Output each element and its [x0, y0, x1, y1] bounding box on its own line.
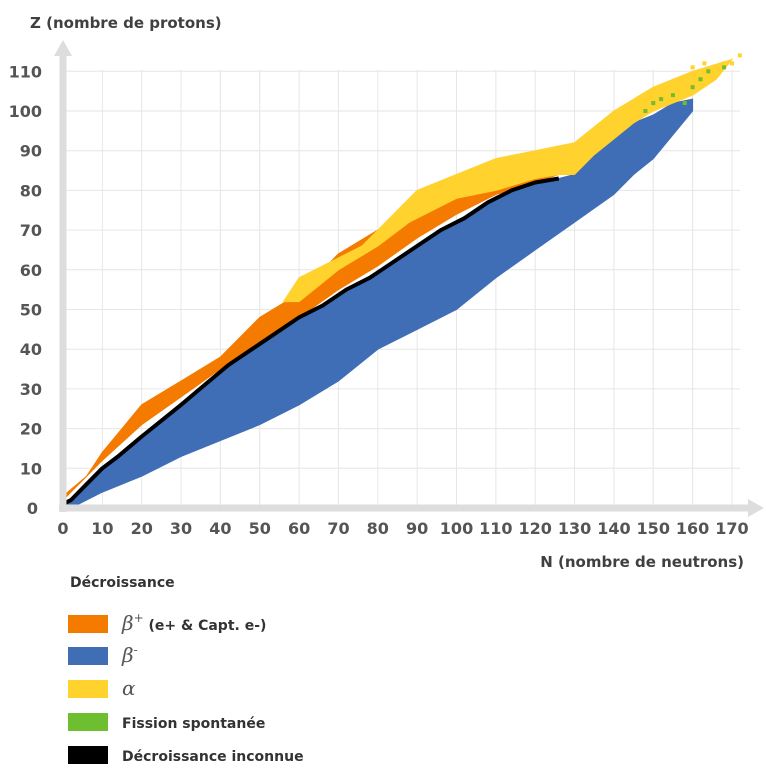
cell-fission-1 — [651, 101, 656, 106]
x-tick-label-170: 170 — [715, 519, 748, 538]
x-tick-labels: 0 10 20 30 40 50 60 70 80 90 100 110 120 130 140 150 160… — [57, 519, 748, 538]
y-tick-label-100: 100 — [9, 102, 42, 121]
y-tick-label-80: 80 — [20, 181, 42, 200]
cell-alpha-3 — [722, 61, 727, 66]
cell-fission-7 — [706, 69, 711, 74]
x-tick-label-70: 70 — [327, 519, 349, 538]
y-axis-title: Z (nombre de protons) — [30, 14, 222, 32]
legend-label-beta-minus: β- — [121, 643, 138, 667]
legend-text-beta-plus: (e+ & Capt. e-) — [144, 618, 267, 634]
region-alpha — [282, 58, 734, 303]
y-tick-label-40: 40 — [20, 340, 42, 359]
x-tick-label-30: 30 — [170, 519, 192, 538]
regions-layer — [61, 53, 742, 509]
legend-swatch-fission — [68, 713, 108, 731]
y-tick-label-110: 110 — [9, 62, 42, 81]
cell-fission-0 — [643, 109, 648, 113]
legend-title: Décroissance — [70, 575, 175, 591]
x-tick-label-120: 120 — [518, 519, 551, 538]
y-tick-label-60: 60 — [20, 261, 42, 280]
x-tick-label-140: 140 — [597, 519, 630, 538]
cell-fission-3 — [670, 93, 675, 98]
x-tick-label-130: 130 — [558, 519, 591, 538]
legend-swatch-beta-minus — [68, 647, 108, 665]
cell-alpha-0 — [690, 65, 695, 70]
legend-sup-beta-plus: + — [134, 611, 144, 625]
y-tick-label-70: 70 — [20, 221, 42, 240]
y-tick-label-30: 30 — [20, 380, 42, 399]
x-tick-label-0: 0 — [57, 519, 68, 538]
cell-fission-5 — [690, 85, 695, 90]
legend-swatch-alpha — [68, 680, 108, 698]
x-tick-label-50: 50 — [249, 519, 271, 538]
stability-line — [62, 176, 560, 506]
legend: β+ (e+ & Capt. e-) β-α Fission spontanée Dé… — [68, 611, 304, 765]
y-tick-label-50: 50 — [20, 301, 42, 320]
cell-fission-4 — [682, 101, 687, 106]
axes — [54, 40, 764, 517]
y-tick-label-20: 20 — [20, 420, 42, 439]
legend-label-beta-plus: β+ (e+ & Capt. e-) — [121, 611, 266, 635]
y-tick-label-10: 10 — [20, 459, 42, 478]
cell-fission-6 — [698, 77, 703, 82]
cell-fission-8 — [722, 65, 727, 70]
cell-fission-2 — [659, 97, 664, 102]
legend-swatch-beta-plus — [68, 615, 108, 633]
x-tick-label-100: 100 — [440, 519, 473, 538]
y-tick-labels: 0 10 20 30 40 50 60 70 80 90 100 110 — [9, 62, 42, 518]
legend-label-alpha: α — [122, 676, 136, 700]
x-tick-label-10: 10 — [91, 519, 113, 538]
x-axis-arrow — [748, 499, 764, 517]
x-tick-label-20: 20 — [131, 519, 153, 538]
legend-label-fission: Fission spontanée — [122, 716, 265, 732]
x-tick-label-160: 160 — [676, 519, 709, 538]
cell-alpha-1 — [702, 61, 707, 66]
x-tick-label-150: 150 — [637, 519, 670, 538]
legend-swatch-unknown — [68, 746, 108, 764]
x-tick-label-80: 80 — [367, 519, 389, 538]
y-tick-label-0: 0 — [27, 499, 38, 518]
cell-alpha-2 — [714, 69, 719, 74]
x-axis-title: N (nombre de neutrons) — [540, 553, 744, 571]
cell-alpha-5 — [737, 53, 742, 58]
y-tick-label-90: 90 — [20, 142, 42, 161]
legend-label-unknown: Décroissance inconnue — [122, 749, 304, 765]
y-axis-arrow — [54, 40, 72, 56]
x-tick-label-40: 40 — [209, 519, 231, 538]
cell-alpha-4 — [729, 61, 734, 66]
x-tick-label-60: 60 — [288, 519, 310, 538]
legend-sup-beta-minus: - — [134, 643, 138, 657]
x-tick-label-110: 110 — [479, 519, 512, 538]
x-tick-label-90: 90 — [406, 519, 428, 538]
